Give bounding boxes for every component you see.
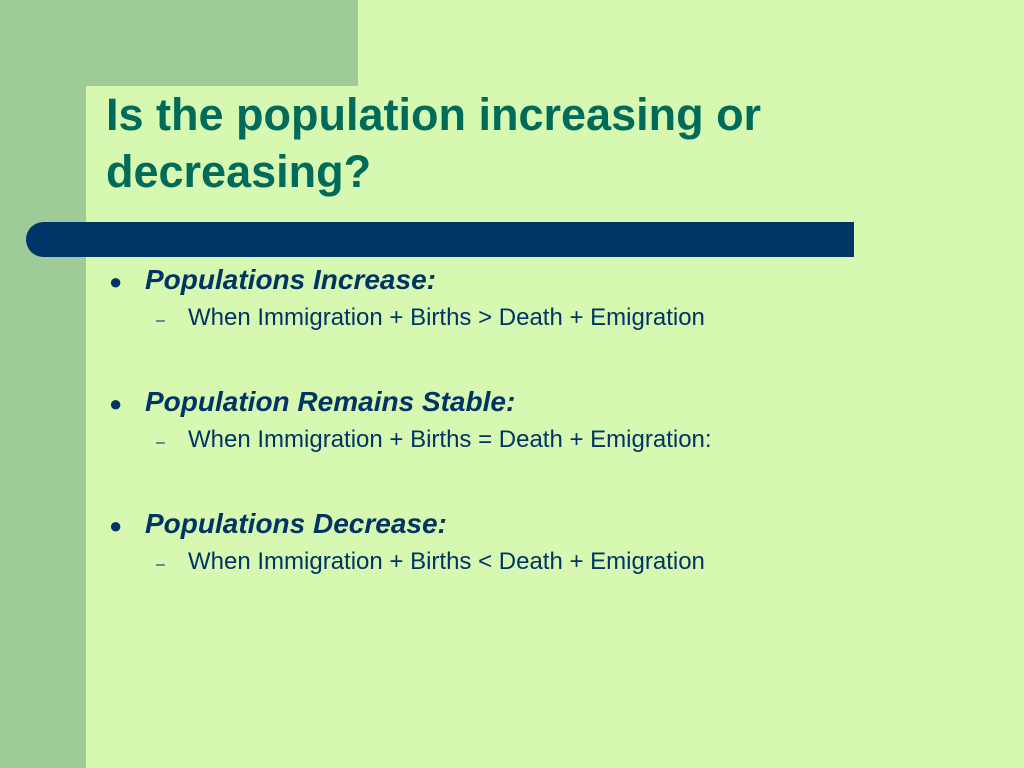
bullet-item: ● Populations Increase:: [106, 264, 986, 304]
bullet-dot-icon: ●: [109, 513, 123, 538]
sub-bullet-text: When Immigration + Births > Death + Emig…: [188, 304, 705, 331]
decorative-side-strip: [0, 0, 86, 768]
sub-bullet-text: When Immigration + Births < Death + Emig…: [188, 548, 705, 575]
bullet-group-decrease: ● Populations Decrease: – When Immigrati…: [106, 508, 986, 580]
bullet-dot-icon: ●: [109, 269, 123, 294]
bullet-group-stable: ● Population Remains Stable: – When Immi…: [106, 386, 986, 458]
bullet-heading: Populations Increase:: [145, 264, 436, 295]
decorative-top-block: [0, 0, 358, 86]
slide-title: Is the population increasing or decreasi…: [106, 89, 762, 197]
sub-bullet-text: When Immigration + Births = Death + Emig…: [188, 426, 712, 453]
title-underline-bar: [26, 222, 854, 257]
sub-bullet-dash-icon: –: [156, 434, 165, 451]
bullet-heading: Population Remains Stable:: [145, 386, 516, 417]
sub-bullet-item: – When Immigration + Births < Death + Em…: [106, 548, 986, 580]
sub-bullet-item: – When Immigration + Births = Death + Em…: [106, 426, 986, 458]
slide-content: ● Populations Increase: – When Immigrati…: [106, 264, 986, 630]
sub-bullet-item: – When Immigration + Births > Death + Em…: [106, 304, 986, 336]
bullet-dot-icon: ●: [109, 391, 123, 416]
bullet-item: ● Population Remains Stable:: [106, 386, 986, 426]
bullet-item: ● Populations Decrease:: [106, 508, 986, 548]
bullet-group-increase: ● Populations Increase: – When Immigrati…: [106, 264, 986, 336]
sub-bullet-dash-icon: –: [156, 556, 165, 573]
sub-bullet-dash-icon: –: [156, 312, 165, 329]
bullet-heading: Populations Decrease:: [145, 508, 447, 539]
decorative-rounded-corner: [86, 86, 358, 226]
